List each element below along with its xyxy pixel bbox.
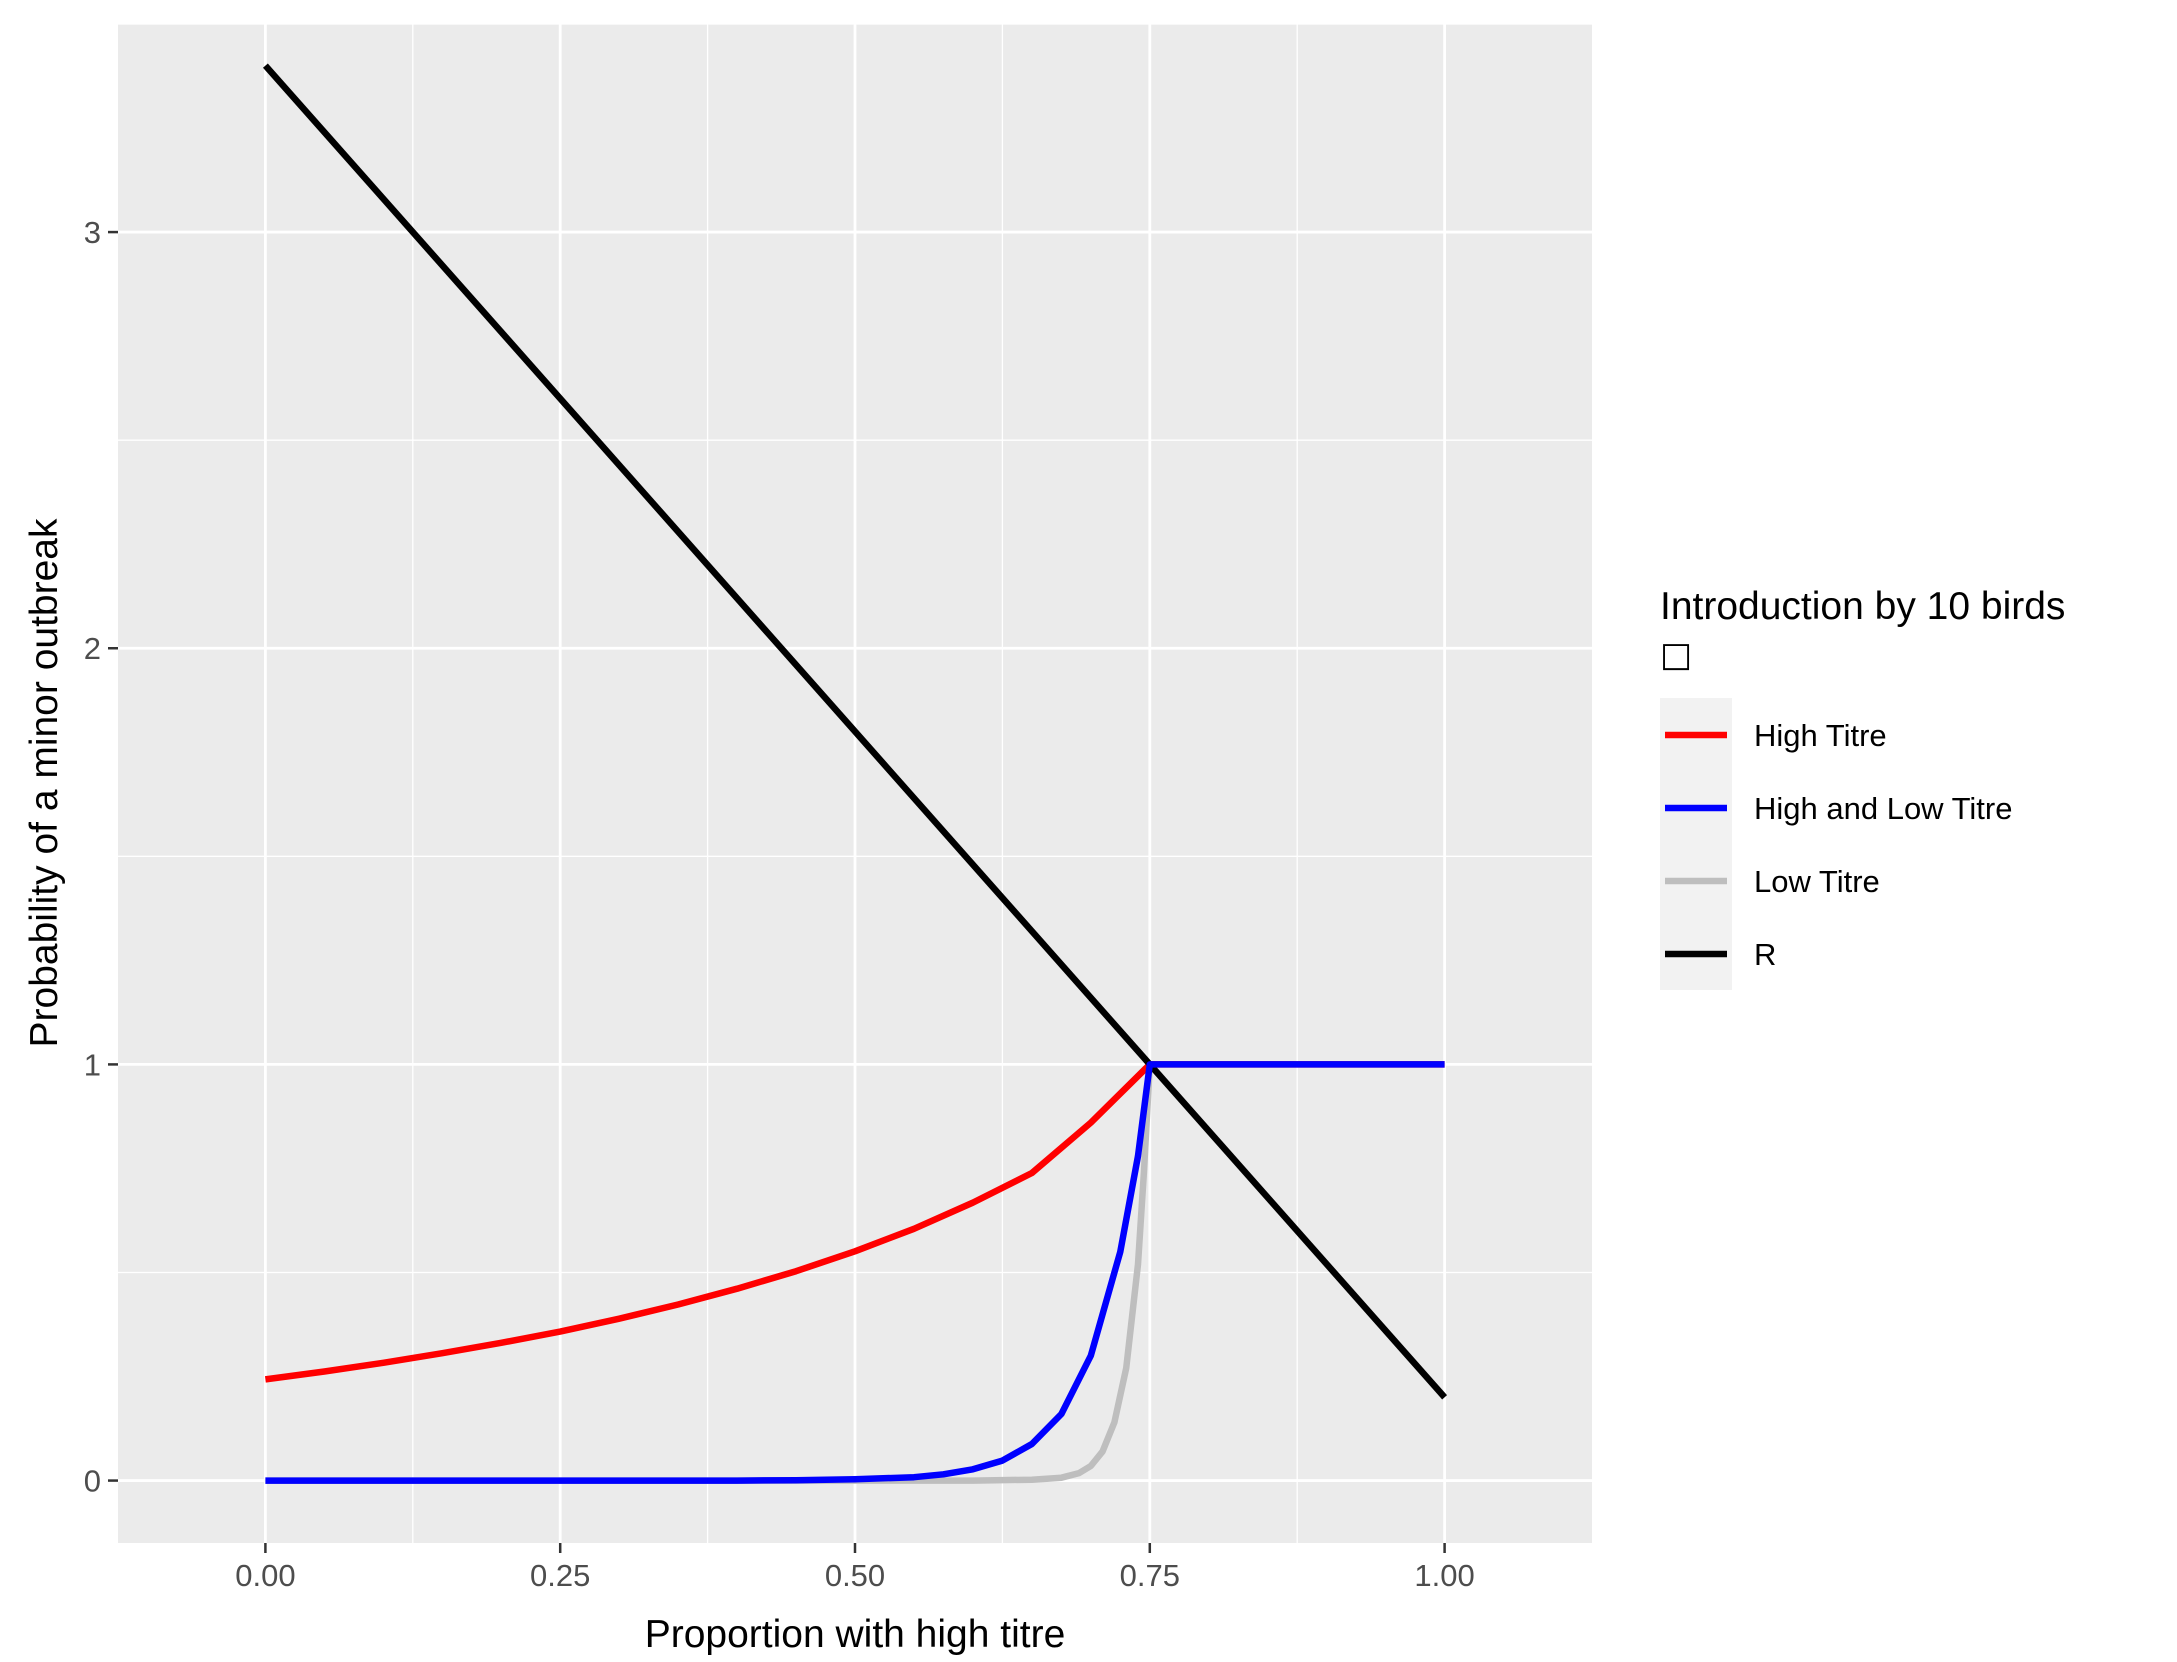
series-layer xyxy=(262,63,1448,1484)
series-line-high-and-low-titre xyxy=(265,1061,1445,1484)
x-axis-title: Proportion with high titre xyxy=(645,1613,1066,1656)
y-tick-label: 1 xyxy=(84,1047,101,1082)
y-tick-label: 3 xyxy=(84,215,101,250)
legend-label-low-titre: Low Titre xyxy=(1754,864,1880,899)
legend-label-high-and-low-titre: High and Low Titre xyxy=(1754,791,2012,826)
legend-label-r: R xyxy=(1754,937,1776,972)
x-tick-label: 0.25 xyxy=(530,1558,590,1593)
y-axis-title: Probability of a minor outbreak xyxy=(23,518,66,1047)
legend-key-background xyxy=(1660,698,1732,990)
x-tick-label: 1.00 xyxy=(1414,1558,1474,1593)
legend-label-high-titre: High Titre xyxy=(1754,718,1887,753)
axis-labels: 0.00 0.25 0.50 0.75 1.00 0 1 2 3 xyxy=(84,215,1475,1593)
legend-items: High Titre High and Low Titre Low Titre R xyxy=(1665,718,2012,972)
legend-title: Introduction by 10 birds xyxy=(1660,585,2065,628)
x-tick-label: 0.75 xyxy=(1120,1558,1180,1593)
legend-subtitle-symbol: □ xyxy=(1660,635,1692,675)
legend: Introduction by 10 birds □ High TitreHig… xyxy=(1660,585,2065,990)
x-tick-label: 0.50 xyxy=(825,1558,885,1593)
y-tick-label: 0 xyxy=(84,1464,101,1499)
x-tick-label: 0.00 xyxy=(235,1558,295,1593)
series-line-r xyxy=(262,63,1448,1400)
axis-ticks xyxy=(108,230,1446,1553)
y-tick-label: 2 xyxy=(84,631,101,666)
